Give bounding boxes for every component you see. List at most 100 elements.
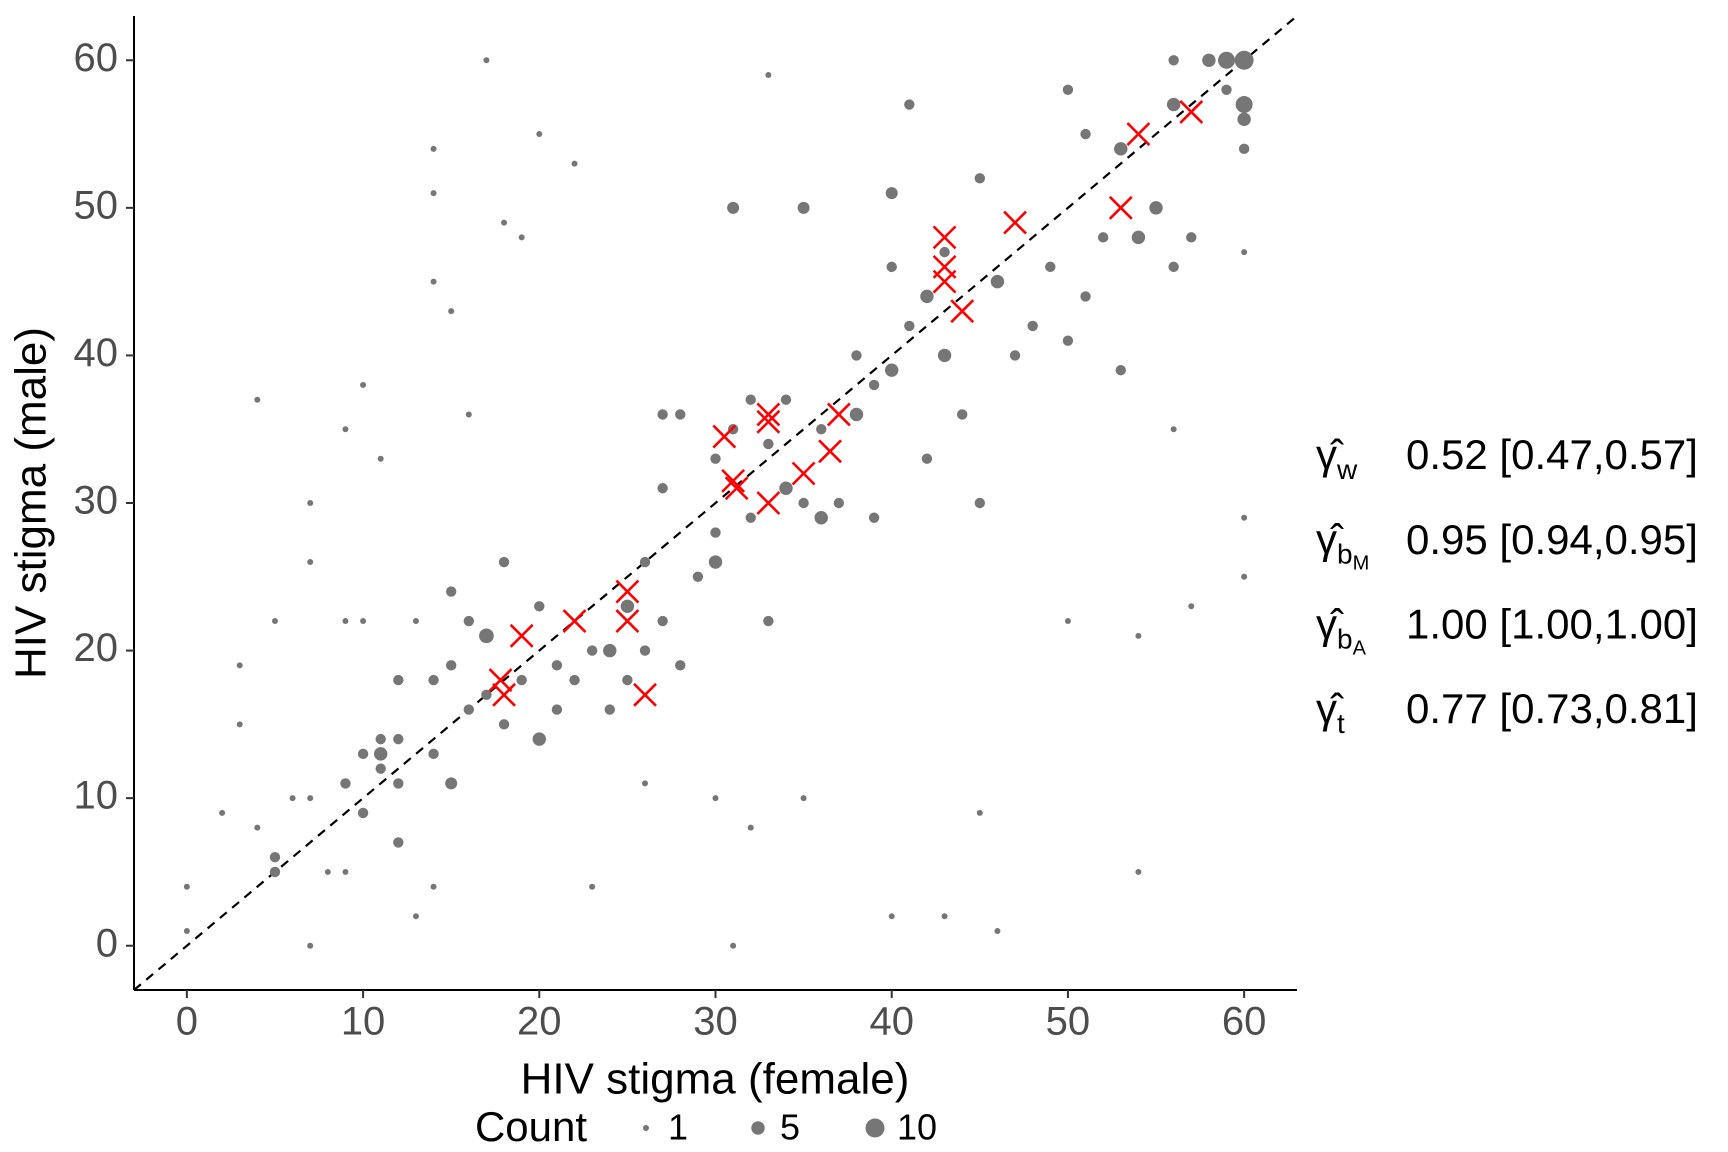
point — [868, 379, 880, 391]
y-tick-label: 60 — [74, 36, 119, 80]
point — [1238, 143, 1250, 155]
point — [1062, 335, 1074, 346]
point — [445, 777, 458, 790]
point — [994, 927, 1001, 934]
point — [236, 662, 243, 669]
point — [885, 363, 899, 377]
point — [463, 615, 474, 627]
point — [1135, 632, 1142, 639]
point — [551, 704, 563, 715]
point — [1221, 84, 1232, 95]
point — [1168, 55, 1179, 66]
annotation-symbol: γ̂w — [1316, 431, 1358, 485]
point — [393, 674, 404, 686]
point — [657, 615, 668, 627]
cross-marker — [756, 402, 781, 427]
point — [571, 160, 578, 167]
point — [657, 409, 668, 420]
point — [851, 350, 862, 361]
point — [780, 394, 792, 405]
point — [360, 618, 367, 625]
point — [1168, 261, 1179, 273]
point — [885, 187, 898, 200]
cross-marker — [818, 439, 842, 464]
cross-marker — [791, 461, 816, 486]
point — [868, 512, 880, 523]
point — [340, 778, 351, 789]
cross-marker — [1003, 210, 1027, 235]
point — [974, 173, 986, 184]
point — [269, 866, 281, 878]
cross-marker — [932, 225, 957, 250]
x-tick-label: 30 — [693, 1000, 738, 1044]
identity-line — [133, 15, 1298, 991]
point — [586, 645, 598, 656]
point — [1064, 618, 1071, 625]
legend-label: 5 — [780, 1107, 800, 1148]
point — [393, 733, 404, 745]
point — [941, 913, 948, 920]
point — [289, 795, 296, 802]
point — [357, 807, 369, 819]
point — [360, 381, 367, 388]
point — [445, 586, 457, 597]
point — [1202, 53, 1216, 67]
point — [1097, 232, 1109, 243]
annotation-value: 0.52 [0.47,0.57] — [1406, 431, 1698, 478]
y-tick-label: 30 — [74, 479, 119, 523]
point — [357, 748, 369, 760]
point — [551, 660, 563, 671]
x-tick-label: 50 — [1046, 1000, 1091, 1044]
point — [712, 795, 719, 802]
point — [833, 497, 845, 509]
point — [1131, 230, 1146, 245]
point — [428, 674, 439, 686]
point — [604, 704, 615, 715]
point — [465, 411, 472, 418]
point — [516, 674, 527, 686]
annotation-value: 0.95 [0.94,0.95] — [1406, 516, 1698, 563]
point — [937, 348, 952, 363]
point — [463, 704, 474, 715]
point — [1188, 603, 1195, 610]
point — [1062, 84, 1074, 95]
point — [745, 394, 756, 405]
point — [307, 795, 314, 802]
point — [430, 145, 437, 152]
point — [692, 571, 704, 582]
point — [342, 618, 349, 625]
cross-marker — [488, 668, 513, 693]
point — [1234, 50, 1254, 70]
point — [763, 438, 774, 450]
annotation-value: 0.77 [0.73,0.81] — [1406, 685, 1698, 732]
point — [445, 660, 457, 671]
point — [603, 643, 617, 658]
point — [1027, 320, 1038, 332]
point — [479, 628, 494, 644]
point — [307, 500, 314, 506]
cross-marker — [492, 682, 516, 707]
legend-label: 1 — [668, 1107, 688, 1148]
point — [254, 396, 261, 403]
point — [375, 763, 386, 774]
legend-key — [865, 1118, 885, 1138]
point — [957, 409, 968, 420]
legend-key — [751, 1121, 765, 1135]
point — [710, 527, 721, 538]
point — [730, 942, 737, 949]
point — [763, 615, 774, 627]
cross-marker — [615, 579, 640, 604]
point — [307, 942, 314, 949]
x-axis-title: HIV stigma (female) — [521, 1055, 910, 1104]
legend-key — [643, 1125, 649, 1131]
point — [269, 851, 281, 863]
point — [765, 72, 772, 79]
point — [1149, 201, 1163, 215]
point — [939, 246, 950, 258]
point — [816, 424, 827, 435]
annotation-value: 1.00 [1.00,1.00] — [1406, 600, 1698, 647]
point — [1170, 426, 1177, 433]
point — [430, 278, 437, 285]
x-tick-label: 10 — [341, 1000, 386, 1044]
